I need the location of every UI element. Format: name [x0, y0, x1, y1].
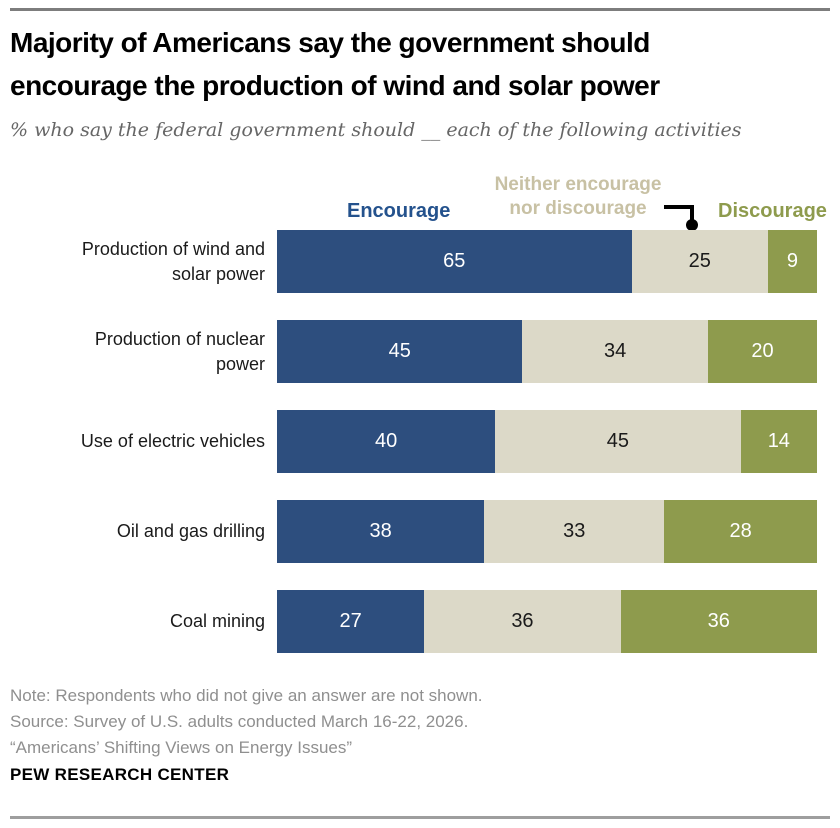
category-label: Production of nuclear power	[94, 328, 265, 374]
bar-row: Oil and gas drilling 38 33 28	[0, 500, 840, 563]
value-label: 40	[374, 430, 398, 452]
chart-title: Majority of Americans say the government…	[10, 21, 830, 107]
bar-segment: 38	[277, 500, 485, 563]
value-label: 65	[443, 250, 466, 272]
bar-row: Coal mining 27 36 36	[0, 590, 840, 653]
bar-segment: 9	[767, 230, 817, 293]
bar-segment: 27	[277, 590, 425, 653]
value-label: 33	[563, 520, 586, 542]
category-label: Production of wind and solar power	[81, 238, 265, 284]
bar-chart: Production of wind and solar power 65 25 9 Pr…	[0, 230, 840, 680]
bar-segment: 14	[740, 410, 817, 473]
source-line: Source: Survey of U.S. adults conducted …	[10, 712, 469, 731]
stacked-bar: 27 36 36	[277, 590, 817, 653]
legend-neither-label: Neither encourage nor discourage	[478, 173, 678, 221]
stacked-bar: 40 45 14	[277, 410, 817, 473]
bar-row: Production of wind and solar power 65 25 9	[0, 230, 840, 293]
value-label: 20	[751, 340, 774, 362]
note-line: Note: Respondents who did not give an an…	[10, 686, 483, 705]
legend-discourage-label: Discourage	[718, 200, 827, 222]
stacked-bar: 38 33 28	[277, 500, 817, 563]
bar-segment: 45	[277, 320, 523, 383]
category-label: Oil and gas drilling	[116, 521, 265, 541]
footer-notes: Note: Respondents who did not give an an…	[10, 683, 830, 761]
value-label: 45	[388, 340, 411, 362]
value-label: 36	[511, 610, 534, 632]
citation-line: “Americans’ Shifting Views on Energy Iss…	[10, 738, 353, 757]
value-label: 45	[606, 430, 630, 452]
bar-segment: 40	[277, 410, 496, 473]
legend-connector-icon	[664, 205, 698, 231]
bar-segment: 28	[664, 500, 817, 563]
value-label: 27	[339, 610, 362, 632]
value-label: 28	[729, 520, 752, 542]
value-label: 38	[369, 520, 392, 542]
legend-neither-label-line1: Neither encourage	[494, 174, 662, 195]
bar-segment: 34	[522, 320, 708, 383]
bar-row: Use of electric vehicles 40 45 14	[0, 410, 840, 473]
legend-encourage-label: Encourage	[347, 200, 451, 222]
chart-subtitle: % who say the federal government should …	[10, 119, 742, 141]
bar-row: Production of nuclear power 45 34 20	[0, 320, 840, 383]
bar-segment: 45	[495, 410, 741, 473]
bar-segment: 65	[277, 230, 632, 293]
value-label: 25	[688, 250, 711, 272]
bar-segment: 25	[631, 230, 768, 293]
bar-rows: Production of wind and solar power 65 25 9 Pr…	[0, 230, 840, 653]
bar-segment: 33	[484, 500, 665, 563]
value-label: 34	[604, 340, 627, 362]
category-label: Coal mining	[169, 611, 265, 631]
chart-title-line2: encourage the production of wind and sol…	[10, 70, 660, 101]
bottom-divider	[10, 816, 830, 819]
value-label: 36	[707, 610, 730, 632]
chart-title-line1: Majority of Americans say the government…	[10, 27, 650, 58]
bar-segment: 20	[707, 320, 817, 383]
category-label: Use of electric vehicles	[80, 431, 265, 451]
value-label: 9	[786, 250, 799, 272]
bar-segment: 36	[620, 590, 817, 653]
top-divider	[10, 8, 830, 11]
bar-segment: 36	[424, 590, 621, 653]
brand-wordmark: PEW RESEARCH CENTER	[10, 765, 230, 784]
stacked-bar: 65 25 9	[277, 230, 817, 293]
legend-neither-label-line2: nor discourage	[509, 198, 647, 219]
stacked-bar: 45 34 20	[277, 320, 817, 383]
value-label: 14	[767, 430, 790, 452]
